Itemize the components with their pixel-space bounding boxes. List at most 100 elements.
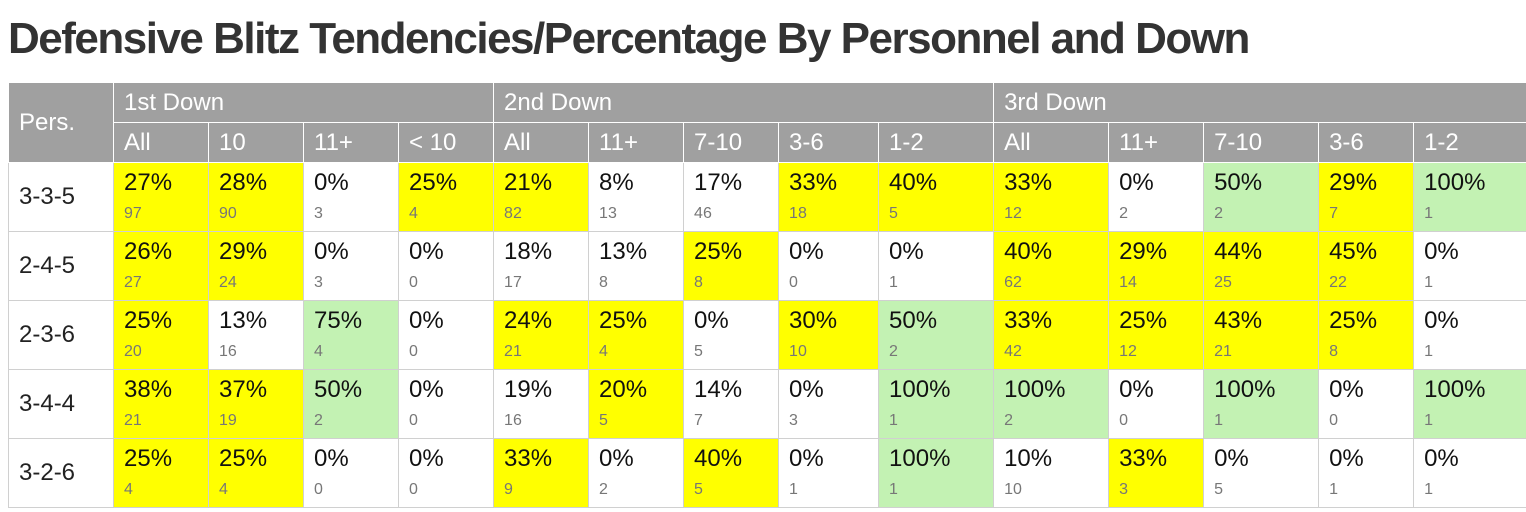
blitz-percentage: 26% (124, 238, 173, 265)
stat-cell: 0% 0 (397, 300, 495, 370)
play-count: 2 (1004, 412, 1013, 429)
blitz-percentage: 100% (889, 445, 951, 472)
blitz-percentage: 25% (1329, 307, 1378, 334)
stat-cell: 100% 2 (993, 369, 1110, 439)
play-count: 2 (314, 412, 323, 429)
blitz-percentage: 0% (409, 238, 444, 265)
table-row: 3-2-6 25% 4 25% 4 0% 0 0% 0 33% 9 0% 2 40% 5 0% 1 100% 1 10… (8, 438, 1526, 508)
stat-cell: 0% 0 (1108, 369, 1205, 439)
play-count: 3 (1119, 481, 1128, 498)
play-count: 8 (694, 274, 703, 291)
blitz-percentage: 0% (1119, 169, 1154, 196)
play-count: 82 (504, 205, 522, 222)
blitz-percentage: 0% (314, 169, 349, 196)
play-count: 0 (789, 274, 798, 291)
play-count: 4 (124, 481, 133, 498)
page-title: Defensive Blitz Tendencies/Percentage By… (8, 14, 1250, 63)
blitz-percentage: 45% (1329, 238, 1378, 265)
stat-cell: 37% 19 (208, 369, 304, 439)
play-count: 19 (219, 412, 237, 429)
stat-cell: 0% 0 (397, 438, 495, 508)
blitz-percentage: 21% (504, 169, 553, 196)
play-count: 14 (1119, 274, 1137, 291)
blitz-percentage: 0% (599, 445, 634, 472)
play-count: 21 (504, 343, 522, 360)
stat-cell: 29% 24 (208, 231, 304, 301)
play-count: 3 (314, 205, 323, 222)
stat-cell: 38% 21 (113, 369, 209, 439)
blitz-percentage: 28% (219, 169, 268, 196)
play-count: 1 (1424, 481, 1433, 498)
blitz-percentage: 33% (1004, 307, 1053, 334)
stat-cell: 0% 2 (1108, 162, 1205, 232)
blitz-percentage: 0% (409, 307, 444, 334)
blitz-percentage: 40% (1004, 238, 1053, 265)
blitz-percentage: 8% (599, 169, 634, 196)
stat-cell: 18% 17 (493, 231, 590, 301)
column-header: All (113, 122, 209, 163)
stat-cell: 33% 12 (993, 162, 1110, 232)
stat-cell: 0% 1 (878, 231, 995, 301)
play-count: 22 (1329, 274, 1347, 291)
stat-cell: 10% 10 (993, 438, 1110, 508)
stat-cell: 50% 2 (303, 369, 399, 439)
blitz-percentage: 0% (694, 307, 729, 334)
blitz-percentage: 20% (599, 376, 648, 403)
column-header: 3-6 (778, 122, 880, 163)
blitz-percentage: 29% (1119, 238, 1168, 265)
stat-cell: 40% 5 (683, 438, 780, 508)
blitz-percentage: 14% (694, 376, 743, 403)
column-header: 1-2 (1413, 122, 1526, 163)
blitz-percentage: 50% (889, 307, 938, 334)
personnel-label: 2-3-6 (8, 300, 114, 370)
play-count: 4 (599, 343, 608, 360)
blitz-percentage: 43% (1214, 307, 1263, 334)
blitz-percentage: 25% (219, 445, 268, 472)
blitz-percentage: 10% (1004, 445, 1053, 472)
play-count: 4 (314, 343, 323, 360)
stat-cell: 0% 0 (397, 231, 495, 301)
table-body: 3-3-5 27% 97 28% 90 0% 3 25% 4 21% 82 8% 13 17% 46 33% 1… (8, 162, 1526, 508)
play-count: 1 (789, 481, 798, 498)
stat-cell: 24% 21 (493, 300, 590, 370)
column-header: 11+ (303, 122, 399, 163)
play-count: 13 (599, 205, 617, 222)
column-header: 11+ (1108, 122, 1205, 163)
play-count: 2 (599, 481, 608, 498)
blitz-percentage: 0% (889, 238, 924, 265)
blitz-percentage: 100% (1004, 376, 1066, 403)
personnel-label: 3-4-4 (8, 369, 114, 439)
blitz-percentage: 0% (314, 238, 349, 265)
stat-cell: 27% 97 (113, 162, 209, 232)
stat-cell: 29% 14 (1108, 231, 1205, 301)
blitz-percentage: 100% (1424, 169, 1486, 196)
blitz-percentage: 29% (219, 238, 268, 265)
blitz-percentage: 0% (789, 376, 824, 403)
play-count: 16 (504, 412, 522, 429)
play-count: 7 (1329, 205, 1338, 222)
personnel-label: 2-4-5 (8, 231, 114, 301)
stat-cell: 25% 8 (683, 231, 780, 301)
personnel-label: 3-2-6 (8, 438, 114, 508)
stat-cell: 25% 4 (588, 300, 685, 370)
play-count: 1 (1424, 343, 1433, 360)
stat-cell: 33% 3 (1108, 438, 1205, 508)
stat-cell: 13% 16 (208, 300, 304, 370)
play-count: 10 (789, 343, 807, 360)
play-count: 5 (889, 205, 898, 222)
play-count: 9 (504, 481, 513, 498)
stat-cell: 0% 0 (778, 231, 880, 301)
stat-cell: 45% 22 (1318, 231, 1415, 301)
play-count: 8 (599, 274, 608, 291)
blitz-percentage: 0% (409, 445, 444, 472)
group-header-row: Pers. 1st Down 2nd Down 3rd Down (8, 82, 1526, 163)
blitz-percentage: 100% (889, 376, 951, 403)
play-count: 27 (124, 274, 142, 291)
play-count: 0 (1329, 412, 1338, 429)
play-count: 0 (409, 412, 418, 429)
play-count: 1 (1214, 412, 1223, 429)
blitz-percentage: 25% (694, 238, 743, 265)
stat-cell: 40% 62 (993, 231, 1110, 301)
stat-cell: 100% 1 (1413, 162, 1526, 232)
stat-cell: 25% 4 (113, 438, 209, 508)
